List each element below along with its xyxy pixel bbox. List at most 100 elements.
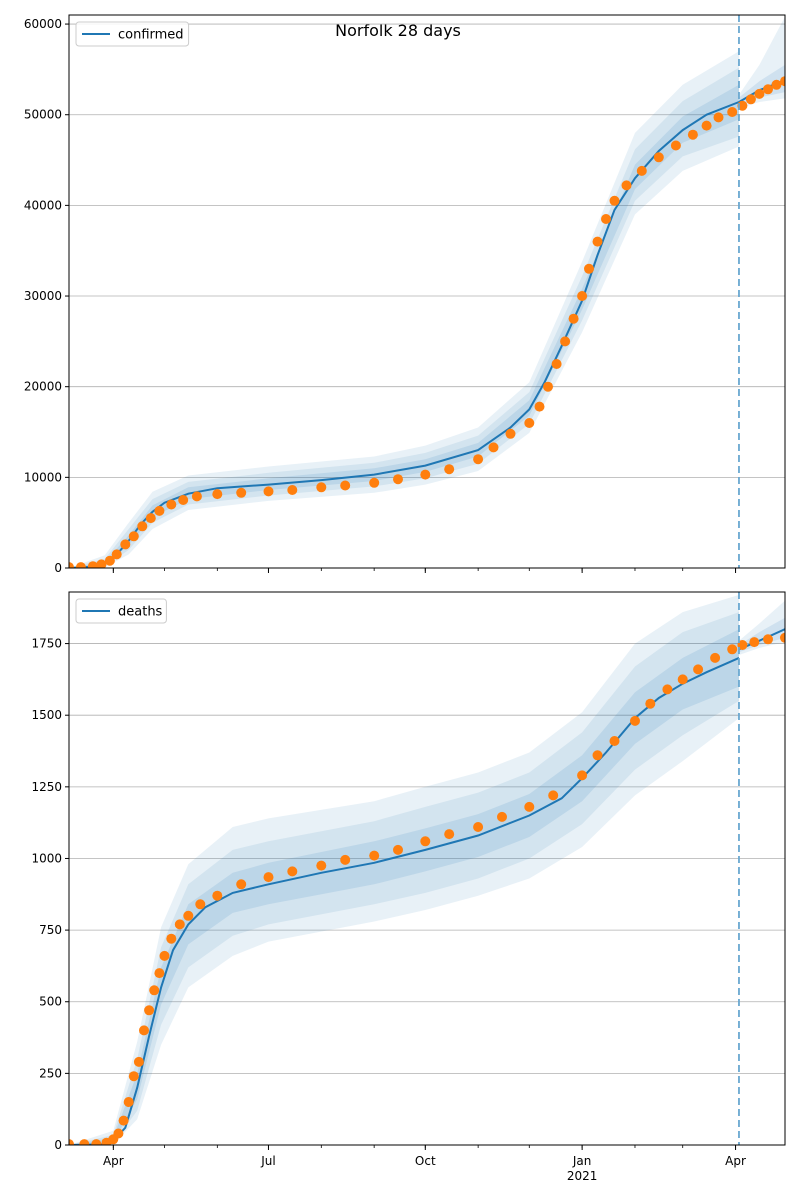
observed-point-25 <box>488 442 499 453</box>
observed-point-13 <box>191 491 202 502</box>
observed-point-7 <box>123 1097 134 1107</box>
observed-point-2 <box>87 561 98 568</box>
observed-point-17 <box>183 910 194 921</box>
observed-point-34 <box>584 263 594 274</box>
legend-label: deaths <box>118 605 163 620</box>
observed-point-37 <box>645 698 656 709</box>
observed-point-19 <box>212 890 223 901</box>
observed-point-20 <box>236 879 247 890</box>
observed-point-29 <box>543 381 553 392</box>
deaths-panel: 0 250 500 750 1000 1250 1500 1750 Apr Jul Oct Jan 20… <box>31 591 786 1183</box>
observed-point-24 <box>340 854 351 865</box>
legend: confirmed <box>75 21 190 47</box>
observed-point-40 <box>653 152 664 163</box>
axes-frame <box>68 591 786 1146</box>
observed-point-20 <box>369 477 380 488</box>
observed-point-40 <box>693 664 704 675</box>
y-tick-label-3: 30000 <box>24 289 62 303</box>
observed-point-11 <box>144 1005 155 1016</box>
observed-point-18 <box>316 482 327 493</box>
observed-point-27 <box>420 836 431 847</box>
observed-point-5 <box>111 549 122 560</box>
observed-point-9 <box>145 513 156 524</box>
band-inner <box>69 84 739 568</box>
observed-point-16 <box>263 486 274 497</box>
observed-point-9 <box>133 1056 144 1067</box>
axes-frame <box>68 14 786 569</box>
observed-point-5 <box>113 1128 124 1139</box>
observed-point-39 <box>677 674 688 685</box>
observed-point-8 <box>128 1071 139 1082</box>
observed-point-38 <box>662 684 673 695</box>
observed-point-44 <box>713 112 724 123</box>
observed-point-44 <box>749 637 760 648</box>
observed-point-30 <box>497 811 507 822</box>
x-tick-label-3: Jan 2021 <box>567 1154 598 1183</box>
confirmed-panel: 0 10000 20000 30000 40000 50000 60000 confirmed <box>24 14 786 575</box>
observed-point-23 <box>444 464 455 475</box>
observed-point-41 <box>710 652 721 663</box>
x-tick-label-2: Oct <box>415 1154 436 1168</box>
observed-point-12 <box>149 985 160 996</box>
observed-point-49 <box>763 84 773 95</box>
observed-point-43 <box>701 120 712 131</box>
observed-point-22 <box>287 866 298 877</box>
observed-point-14 <box>212 489 223 500</box>
observed-point-41 <box>670 140 681 151</box>
observed-point-47 <box>745 94 756 105</box>
observed-point-36 <box>630 715 640 726</box>
observed-point-0 <box>69 1139 74 1145</box>
y-tick-label-5: 1250 <box>31 780 62 794</box>
plot-area <box>69 594 785 1145</box>
y-tick-label-1: 250 <box>39 1066 62 1080</box>
y-tick-label-7: 1750 <box>31 637 62 651</box>
observed-point-38 <box>621 180 632 191</box>
observed-point-1 <box>75 562 86 568</box>
observed-point-10 <box>154 505 165 516</box>
observed-point-21 <box>393 474 403 485</box>
observed-point-8 <box>137 521 148 532</box>
observed-point-32 <box>568 313 579 324</box>
y-tick-label-0: 0 <box>54 1138 62 1152</box>
observed-point-42 <box>687 129 698 140</box>
observed-point-30 <box>551 359 562 369</box>
legend-label: confirmed <box>118 28 184 43</box>
observed-point-45 <box>727 107 738 117</box>
observed-point-19 <box>340 480 351 491</box>
y-tick-label-6: 1500 <box>31 708 62 722</box>
observed-point-33 <box>577 770 588 781</box>
observed-point-4 <box>104 555 115 566</box>
band-outer <box>69 51 739 568</box>
observed-point-16 <box>174 919 185 930</box>
observed-point-32 <box>548 790 559 801</box>
observed-point-42 <box>727 644 738 655</box>
observed-point-27 <box>524 418 535 428</box>
observed-point-26 <box>505 428 516 439</box>
observed-point-35 <box>592 236 603 247</box>
y-tick-label-2: 20000 <box>24 380 62 394</box>
legend-box <box>75 21 190 47</box>
observed-point-1 <box>79 1139 90 1145</box>
observed-point-43 <box>737 640 748 650</box>
observed-point-48 <box>754 88 765 99</box>
observed-point-11 <box>166 499 177 510</box>
observed-point-15 <box>236 487 247 498</box>
observed-point-17 <box>287 485 298 495</box>
observed-point-39 <box>636 165 647 176</box>
y-tick-label-5: 50000 <box>24 108 62 122</box>
observed-point-25 <box>369 850 380 861</box>
observed-point-34 <box>592 750 603 761</box>
observed-point-6 <box>118 1115 129 1126</box>
x-tick-label-0: Apr <box>103 1154 124 1168</box>
band-middle <box>69 612 739 1145</box>
observed-point-22 <box>420 469 431 480</box>
observed-point-18 <box>195 899 206 910</box>
plot-area <box>69 16 785 568</box>
observed-point-7 <box>128 531 139 542</box>
observed-point-50 <box>771 79 782 90</box>
observed-point-31 <box>560 336 571 347</box>
y-tick-label-4: 1000 <box>31 851 62 865</box>
observed-point-6 <box>120 539 131 550</box>
observed-point-15 <box>166 933 177 944</box>
